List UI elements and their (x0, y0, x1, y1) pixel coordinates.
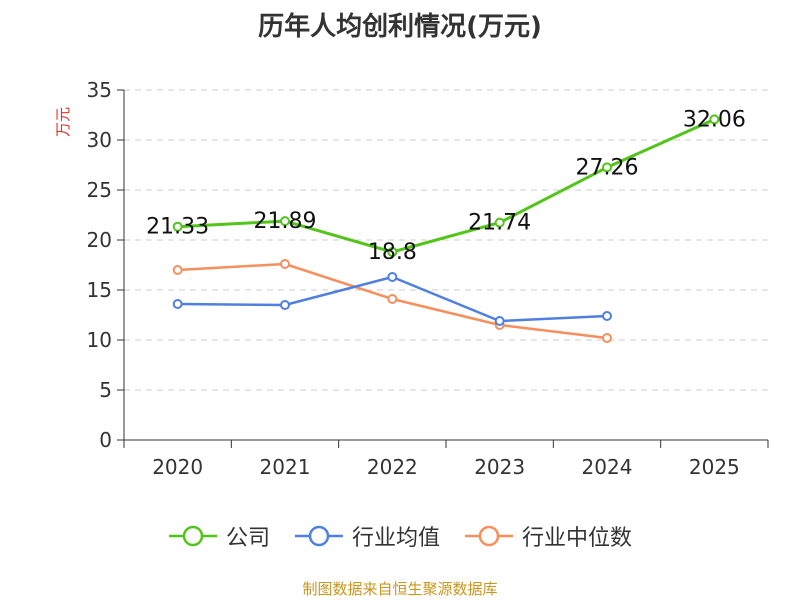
data-point (388, 273, 396, 281)
legend: 公司 行业均值 行业中位数 (0, 518, 800, 554)
data-label: 18.8 (368, 240, 417, 265)
data-point (281, 301, 289, 309)
y-tick-label: 35 (87, 78, 112, 102)
y-tick-label: 5 (99, 378, 112, 402)
y-tick-label: 30 (87, 128, 112, 152)
source-note: 制图数据来自恒生聚源数据库 (0, 578, 800, 599)
y-tick-label: 20 (87, 228, 112, 252)
legend-label: 行业均值 (352, 520, 440, 552)
legend-swatch-icon (294, 524, 344, 548)
legend-item[interactable]: 公司 (168, 520, 270, 552)
data-point (174, 300, 182, 308)
legend-swatch-marker (184, 527, 202, 545)
data-point (603, 312, 611, 320)
legend-label: 行业中位数 (522, 520, 632, 552)
data-point (174, 266, 182, 274)
x-tick-label: 2025 (689, 455, 740, 479)
legend-swatch-icon (464, 524, 514, 548)
y-axis-label: 万元 (54, 107, 72, 137)
legend-label: 公司 (226, 520, 270, 552)
x-tick-label: 2023 (474, 455, 525, 479)
y-tick-label: 0 (99, 428, 112, 452)
legend-item[interactable]: 行业均值 (294, 520, 440, 552)
y-tick-label: 15 (87, 278, 112, 302)
legend-swatch-marker (310, 527, 328, 545)
data-label: 27.26 (576, 155, 639, 180)
x-tick-label: 2024 (582, 455, 633, 479)
x-tick-label: 2021 (260, 455, 311, 479)
chart-plot: 051015202530352020 2021 2022 2023 2024 2025万元… (0, 0, 800, 600)
y-tick-label: 10 (87, 328, 112, 352)
x-tick-label: 2020 (152, 455, 203, 479)
x-tick-label: 2022 (367, 455, 418, 479)
legend-item[interactable]: 行业中位数 (464, 520, 632, 552)
data-point (388, 295, 396, 303)
data-point (281, 260, 289, 268)
data-label: 21.74 (468, 211, 531, 236)
legend-swatch-marker (480, 527, 498, 545)
data-label: 32.06 (683, 107, 746, 132)
data-point (603, 334, 611, 342)
legend-swatch-icon (168, 524, 218, 548)
data-label: 21.33 (146, 215, 209, 240)
y-tick-label: 25 (87, 178, 112, 202)
data-label: 21.89 (254, 209, 317, 234)
data-point (496, 317, 504, 325)
